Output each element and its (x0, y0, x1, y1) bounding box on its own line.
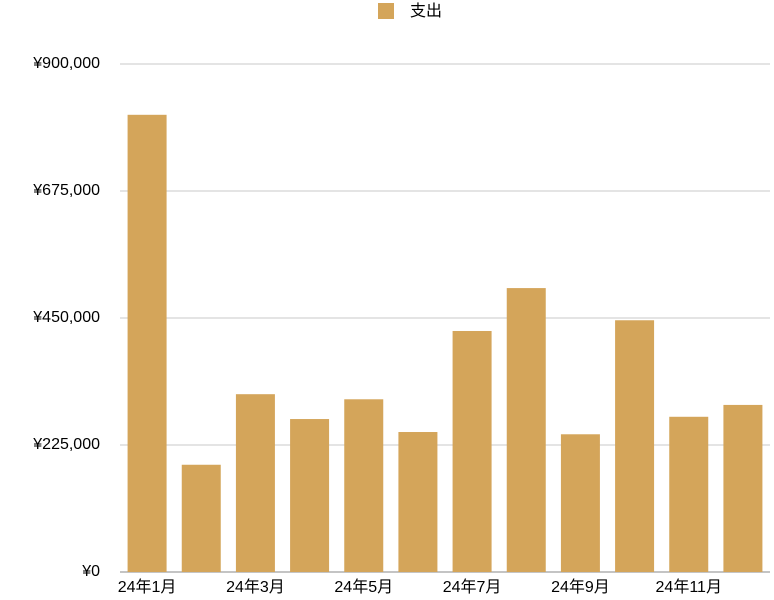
bar (452, 330, 492, 572)
legend-label: 支出 (410, 2, 442, 20)
y-tick-label: ¥225,000 (32, 436, 100, 453)
legend-swatch (378, 3, 394, 19)
bar (290, 419, 330, 572)
bar (506, 288, 546, 572)
bar (398, 432, 438, 572)
bar (181, 464, 221, 572)
bar (344, 399, 384, 572)
bar (615, 320, 655, 572)
bar (669, 416, 709, 572)
x-tick-label: 24年3月 (226, 578, 285, 596)
x-tick-label: 24年9月 (551, 578, 610, 596)
y-tick-label: ¥450,000 (32, 309, 100, 326)
bar (235, 394, 275, 572)
x-tick-label: 24年1月 (118, 578, 177, 596)
y-tick-label: ¥900,000 (32, 55, 100, 72)
bar (127, 114, 167, 573)
y-tick-label: ¥675,000 (32, 182, 100, 199)
bar (723, 404, 763, 572)
y-tick-label: ¥0 (81, 563, 100, 580)
bar (560, 434, 600, 572)
x-tick-label: 24年7月 (443, 578, 502, 596)
x-tick-label: 24年5月 (334, 578, 393, 596)
x-tick-label: 24年11月 (656, 578, 722, 596)
